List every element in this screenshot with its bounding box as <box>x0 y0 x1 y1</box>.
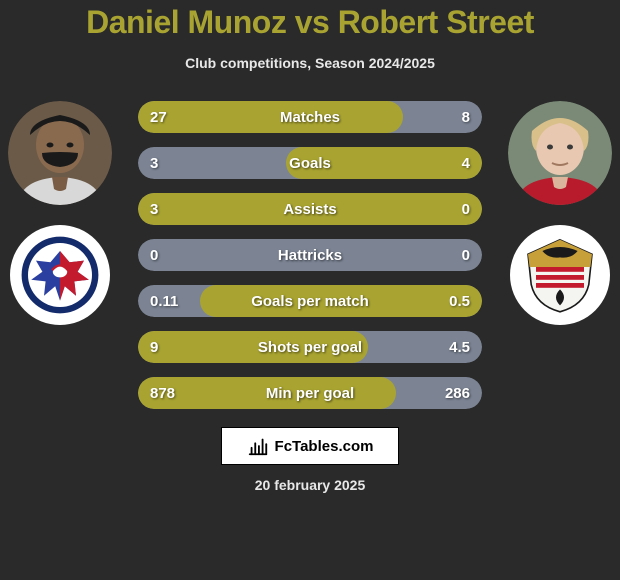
stat-value-right: 0.5 <box>449 285 470 317</box>
stat-value-right: 0 <box>462 239 470 271</box>
stat-value-right: 0 <box>462 193 470 225</box>
stat-value-left: 0 <box>150 239 158 271</box>
stat-row: 3 4 Goals <box>138 147 482 179</box>
stat-value-left: 3 <box>150 147 158 179</box>
stat-value-left: 878 <box>150 377 175 409</box>
club-right-badge <box>510 225 610 325</box>
stat-label: Assists <box>283 193 336 225</box>
stat-row: 27 8 Matches <box>138 101 482 133</box>
stat-value-right: 4 <box>462 147 470 179</box>
stat-row: 0.11 0.5 Goals per match <box>138 285 482 317</box>
stats-list: 27 8 Matches 3 4 Goals 3 0 Assists 0 0 Hattricks 0.1… <box>138 101 482 409</box>
stat-row: 878 286 Min per goal <box>138 377 482 409</box>
stat-value-left: 27 <box>150 101 167 133</box>
stat-bar-fill-left <box>138 101 403 133</box>
stat-label: Hattricks <box>278 239 342 271</box>
avatar-placeholder-icon <box>8 101 112 205</box>
page-title: Daniel Munoz vs Robert Street <box>86 4 534 41</box>
stat-label: Goals <box>289 147 331 179</box>
player-left-column <box>0 101 120 325</box>
comparison-area: 27 8 Matches 3 4 Goals 3 0 Assists 0 0 Hattricks 0.1… <box>0 101 620 409</box>
stat-value-left: 0.11 <box>150 285 178 317</box>
subtitle: Club competitions, Season 2024/2025 <box>185 55 435 71</box>
stat-value-right: 8 <box>462 101 470 133</box>
stat-value-left: 9 <box>150 331 158 363</box>
club-left-badge <box>10 225 110 325</box>
brand-logo-icon <box>247 435 269 457</box>
player-right-avatar <box>508 101 612 205</box>
stat-value-right: 4.5 <box>449 331 470 363</box>
date-text: 20 february 2025 <box>255 477 366 493</box>
player-left-avatar <box>8 101 112 205</box>
stat-value-right: 286 <box>445 377 470 409</box>
player-right-column <box>500 101 620 325</box>
avatar-placeholder-icon <box>508 101 612 205</box>
club-crest-icon <box>520 235 600 315</box>
brand-footer: FcTables.com <box>221 427 399 465</box>
stat-label: Matches <box>280 101 340 133</box>
stat-row: 3 0 Assists <box>138 193 482 225</box>
stat-label: Min per goal <box>266 377 354 409</box>
brand-name: FcTables.com <box>275 438 374 455</box>
stat-label: Shots per goal <box>258 331 362 363</box>
club-crest-icon <box>20 235 100 315</box>
infographic-root: Daniel Munoz vs Robert Street Club compe… <box>0 0 620 580</box>
stat-row: 0 0 Hattricks <box>138 239 482 271</box>
stat-value-left: 3 <box>150 193 158 225</box>
stat-label: Goals per match <box>251 285 369 317</box>
stat-row: 9 4.5 Shots per goal <box>138 331 482 363</box>
